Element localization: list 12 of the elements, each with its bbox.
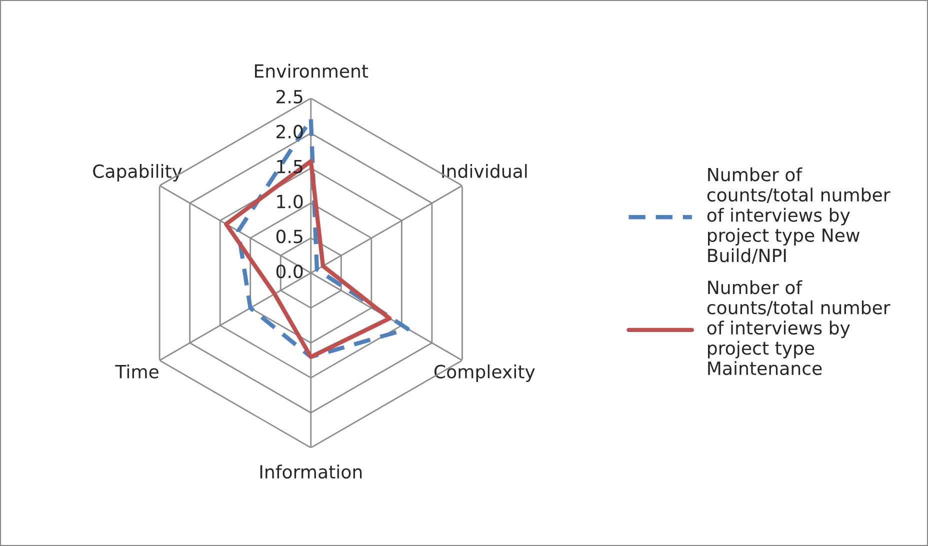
spoke-label: Individual — [442, 164, 527, 178]
y-tick-label: 2.5 — [276, 90, 302, 104]
y-tick-label: 0.0 — [276, 264, 303, 278]
y-tick-label: 1.0 — [277, 194, 303, 208]
spoke-label: Information — [260, 464, 362, 479]
y-tick-label: 0.5 — [276, 230, 302, 244]
spoke-label: Complexity — [434, 364, 535, 382]
spoke-label: Capability — [93, 164, 182, 182]
legend-label: Number of counts/total number of interviews by project type New Build/NPI — [707, 167, 890, 264]
legend-label: Number of counts/total number of interviews by project type Maintenance — [707, 280, 890, 376]
spoke-label: Environment — [255, 64, 368, 78]
spoke-label: Time — [115, 364, 158, 378]
